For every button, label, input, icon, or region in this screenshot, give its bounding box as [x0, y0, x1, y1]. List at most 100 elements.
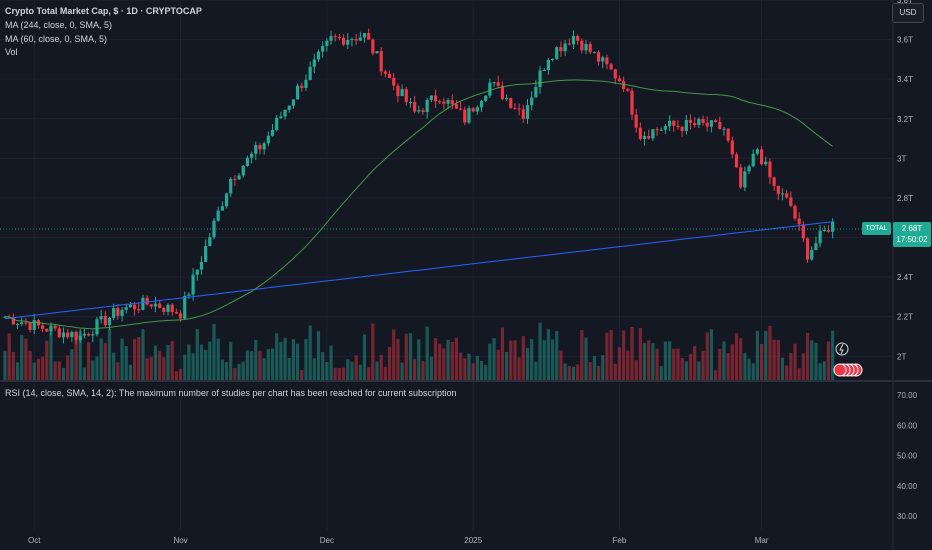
candle-body: [697, 119, 701, 125]
candle-body: [241, 165, 245, 176]
volume-bar: [116, 362, 120, 380]
volume-bar: [638, 327, 642, 380]
candle-body: [87, 333, 91, 336]
volume-bar: [500, 327, 505, 380]
candle-body: [158, 303, 162, 308]
time-tick-label: 2025: [464, 536, 482, 545]
volume-bar: [676, 348, 680, 380]
volume-bar: [128, 364, 132, 380]
volume-bar: [346, 359, 350, 380]
volume-bar: [647, 340, 651, 380]
candle-body: [70, 332, 74, 338]
candle-body: [237, 175, 241, 180]
volume-bar: [304, 339, 308, 380]
volume-bar: [634, 360, 638, 380]
volume-bar: [3, 350, 7, 380]
ma-60-legend[interactable]: MA (60, close, 0, SMA, 5): [5, 34, 108, 44]
volume-bar: [642, 343, 647, 380]
candle-body: [49, 325, 53, 332]
price-tick-label: 3.2T: [897, 115, 913, 124]
candle-body: [726, 128, 730, 141]
alert-icon[interactable]: [835, 342, 849, 356]
volume-bar: [601, 355, 605, 380]
volume-bar: [496, 349, 500, 380]
rsi-tick-label: 40.00: [897, 482, 918, 491]
volume-bar: [78, 331, 82, 380]
candle-body: [250, 153, 254, 158]
ma-244-legend[interactable]: MA (244, close, 0, SMA, 5): [5, 20, 113, 30]
candle-body: [191, 274, 195, 295]
volume-bar: [663, 341, 668, 380]
volume-bar: [684, 361, 688, 380]
volume-legend[interactable]: Vol: [5, 47, 18, 57]
candle-body: [705, 122, 709, 127]
volume-bar: [396, 339, 400, 380]
candle-body: [149, 304, 153, 307]
volume-bar: [525, 347, 530, 380]
volume-bar: [375, 361, 379, 380]
currency-button[interactable]: USD: [892, 3, 924, 23]
candle-body: [245, 157, 250, 166]
candle-body: [107, 317, 112, 326]
candle-body: [316, 51, 321, 60]
volume-bar: [596, 366, 601, 380]
volume-bar: [429, 356, 433, 380]
candle-body: [831, 221, 835, 232]
time-axis[interactable]: Oct Nov Dec 2025 Feb Mar: [28, 536, 769, 545]
candle-body: [266, 135, 270, 144]
candle-body: [730, 140, 734, 155]
price-tick-label: 3.8T: [897, 0, 913, 5]
candle-body: [718, 121, 722, 130]
chart-title: Crypto Total Market Cap, $ · 1D · CRYPTO…: [5, 6, 202, 16]
candle-body: [178, 313, 183, 319]
volume-bar: [379, 354, 383, 380]
volume-bar: [258, 350, 262, 380]
volume-bar: [797, 368, 801, 380]
price-tick-label: 3.4T: [897, 75, 913, 84]
candle-body: [392, 77, 396, 86]
volume-bar: [287, 358, 291, 380]
candle-body: [810, 249, 814, 260]
candle-body: [350, 39, 354, 41]
candle-body: [709, 120, 714, 127]
candle-body: [300, 85, 304, 88]
candle-body: [354, 39, 358, 41]
price-tick-label: 3.6T: [897, 36, 913, 45]
volume-bar: [818, 363, 822, 380]
candle-body: [789, 197, 793, 206]
volume-bar: [41, 356, 45, 380]
volume-bar: [688, 354, 693, 380]
volume-bar: [158, 350, 162, 380]
volume-bar: [479, 360, 484, 380]
rsi-axis[interactable]: 70.00 60.00 50.00 40.00 30.00: [897, 391, 918, 521]
volume-bar: [404, 333, 408, 380]
volume-bar: [459, 352, 463, 380]
candle-body: [45, 328, 49, 332]
volume-bar: [680, 357, 684, 380]
volume-bar: [450, 342, 454, 380]
volume-bar: [517, 357, 521, 380]
volume-bar: [592, 356, 596, 380]
candle-body: [747, 166, 751, 172]
candle-body: [128, 304, 132, 308]
candle-body: [580, 40, 584, 51]
candle-body: [609, 64, 613, 70]
volume-bar: [580, 330, 584, 380]
candle-body: [341, 37, 346, 45]
candle-body: [41, 325, 45, 329]
volume-bar: [132, 339, 137, 380]
volume-bar: [32, 362, 36, 380]
volume-bar: [99, 338, 103, 380]
volume-bar: [734, 333, 739, 380]
volume-bar: [212, 324, 216, 380]
candle-body: [555, 47, 559, 60]
volume-bar: [66, 355, 70, 380]
volume-bar: [233, 368, 237, 380]
event-markers-icon[interactable]: [833, 363, 863, 377]
volume-bar: [705, 332, 709, 380]
volume-bar: [262, 358, 266, 380]
candle-body: [74, 332, 78, 341]
candle-body: [601, 57, 605, 62]
